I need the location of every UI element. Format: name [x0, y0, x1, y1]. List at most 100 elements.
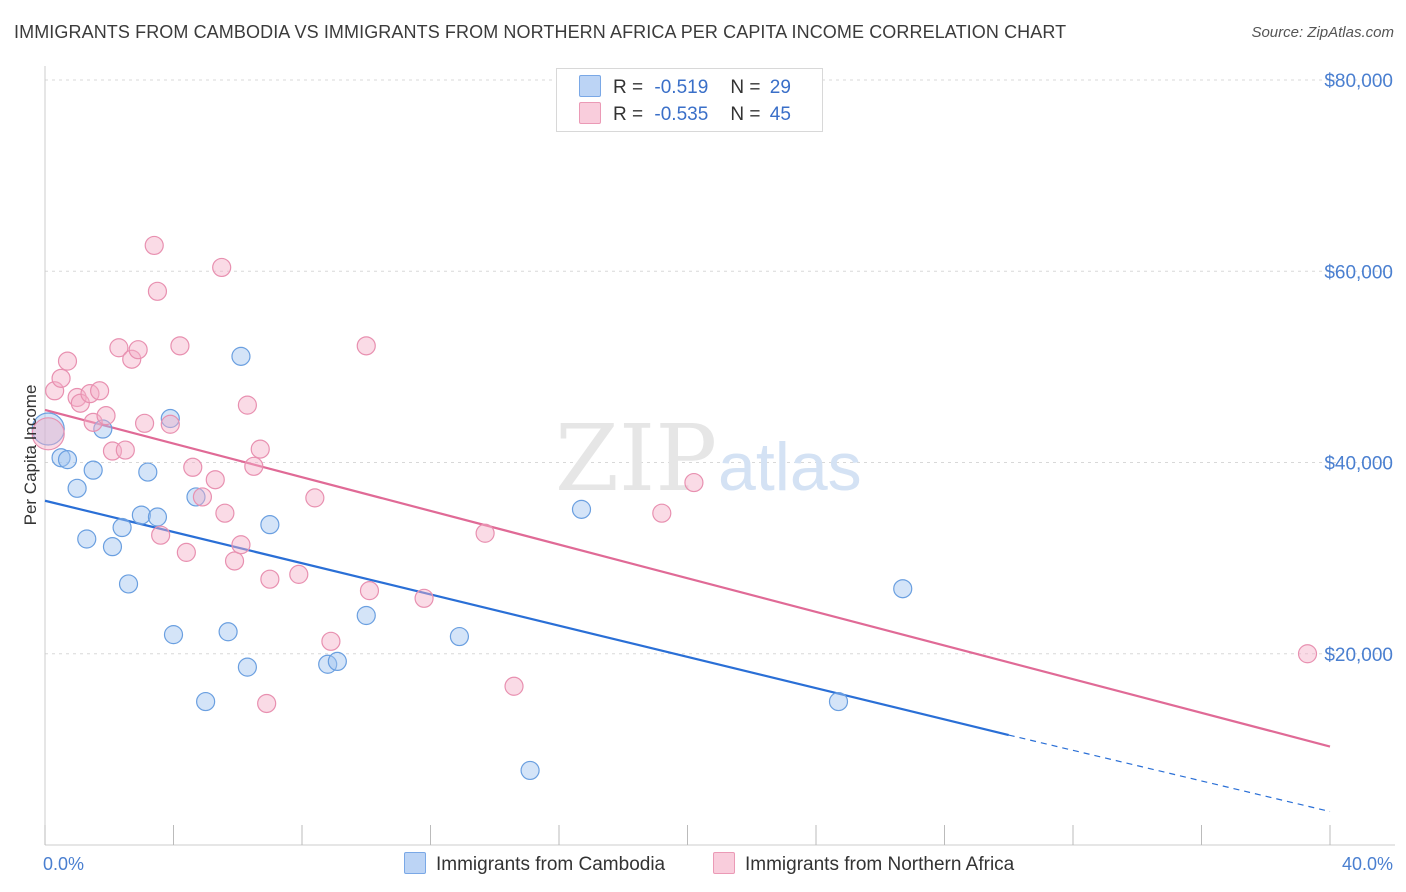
legend-r-label: R =: [613, 77, 644, 98]
legend-n-label: N =: [730, 77, 761, 98]
x-tick-label-1: 40.0%: [1342, 854, 1393, 874]
cambodia-point-26[interactable]: [571, 499, 592, 519]
northern-africa-point-16[interactable]: [144, 235, 164, 256]
northern-africa-point-32[interactable]: [257, 693, 277, 714]
y-axis-label: Per Capita Income: [21, 385, 40, 526]
legend-r-value: -0.519: [654, 77, 709, 98]
cambodia-point-14[interactable]: [163, 625, 184, 645]
cambodia-point-10[interactable]: [131, 505, 151, 525]
cambodia-point-27[interactable]: [828, 691, 849, 712]
cambodia-point-0[interactable]: [31, 412, 65, 446]
northern-africa-point-24[interactable]: [205, 470, 225, 490]
legend-row-cambodia: R = -0.519 N = 29: [579, 75, 791, 99]
northern-africa-point-4[interactable]: [67, 387, 87, 408]
northern-africa-point-40[interactable]: [475, 523, 495, 543]
cambodia-point-18[interactable]: [237, 657, 257, 677]
northern-africa-point-33[interactable]: [260, 569, 280, 589]
chart-source: Source: ZipAtlas.com: [1251, 24, 1394, 41]
northern-africa-point-3[interactable]: [57, 351, 78, 371]
northern-africa-point-1[interactable]: [45, 381, 65, 401]
cambodia-point-24[interactable]: [449, 626, 470, 647]
northern-africa-point-11[interactable]: [109, 338, 129, 358]
northern-africa-point-35[interactable]: [305, 488, 325, 508]
trend-lines: [44, 408, 1331, 813]
cambodia-point-8[interactable]: [112, 517, 132, 538]
cambodia-point-17[interactable]: [218, 622, 238, 642]
cambodia-point-9[interactable]: [118, 574, 139, 594]
legend-n-value: 45: [769, 104, 791, 125]
cambodia-point-7[interactable]: [102, 537, 123, 557]
cambodia-point-5[interactable]: [83, 460, 103, 480]
cambodia-point-19[interactable]: [231, 346, 251, 366]
northern-africa-point-38[interactable]: [359, 581, 380, 601]
axes: [44, 66, 1395, 846]
northern-africa-point-36[interactable]: [321, 631, 341, 651]
northern-africa-point-29[interactable]: [237, 395, 257, 415]
northern-africa-point-22[interactable]: [183, 457, 203, 477]
northern-africa-point-20[interactable]: [170, 336, 190, 356]
legend-swatch-northern-africa: [579, 102, 601, 124]
northern-africa-point-18[interactable]: [151, 525, 171, 545]
y-tick-label-2: $60,000: [1324, 262, 1393, 283]
cambodia-point-2[interactable]: [57, 450, 78, 470]
northern-africa-point-28[interactable]: [231, 535, 251, 555]
chart-title: IMMIGRANTS FROM CAMBODIA VS IMMIGRANTS F…: [14, 22, 1067, 42]
northern-africa-point-30[interactable]: [244, 456, 264, 476]
legend-r-label: R =: [613, 104, 644, 125]
cambodia-point-11[interactable]: [138, 462, 158, 482]
legend-n-label: N =: [730, 104, 761, 125]
series-swatch-northern-africa: [713, 852, 735, 874]
northern-africa-point-9[interactable]: [96, 406, 116, 426]
northern-africa-point-14[interactable]: [128, 340, 148, 360]
cambodia-point-15[interactable]: [186, 487, 206, 507]
northern-africa-point-17[interactable]: [147, 281, 168, 301]
cambodia-point-28[interactable]: [893, 579, 913, 599]
y-tick-label-3: $80,000: [1324, 71, 1393, 92]
series-legend-label: Immigrants from Northern Africa: [745, 854, 1015, 875]
legend-swatch-cambodia: [579, 75, 601, 97]
northern-africa-point-12[interactable]: [115, 440, 135, 460]
cambodia-point-4[interactable]: [77, 529, 97, 549]
northern-africa-point-15[interactable]: [134, 413, 155, 433]
northern-africa-point-13[interactable]: [122, 349, 142, 369]
cambodia-point-23[interactable]: [356, 605, 376, 626]
northern-africa-point-43[interactable]: [684, 472, 704, 493]
northern-africa-point-37[interactable]: [356, 336, 376, 356]
series-legend: Immigrants from Cambodia Immigrants from…: [0, 850, 1406, 880]
northern-africa-point-8[interactable]: [90, 381, 110, 401]
cambodia-point-12[interactable]: [147, 507, 168, 527]
northern-africa-point-25[interactable]: [212, 257, 232, 278]
northern-africa-point-41[interactable]: [504, 676, 524, 696]
northern-africa-point-21[interactable]: [176, 542, 196, 562]
gridlines: [45, 79, 1395, 655]
series-legend-cambodia[interactable]: Immigrants from Cambodia: [404, 852, 665, 876]
cambodia-point-25[interactable]: [520, 760, 540, 781]
northern-africa-point-27[interactable]: [224, 551, 245, 571]
northern-africa-point-39[interactable]: [414, 588, 434, 608]
legend-n-value: 29: [769, 77, 791, 98]
legend-r-value: -0.535: [654, 104, 709, 125]
trend-line-0: [44, 499, 1010, 737]
northern-africa-point-44[interactable]: [1297, 644, 1318, 664]
cambodia-point-22[interactable]: [327, 651, 347, 672]
northern-africa-point-19[interactable]: [160, 414, 180, 434]
northern-africa-point-0[interactable]: [31, 417, 65, 451]
series-swatch-cambodia: [404, 852, 426, 874]
northern-africa-point-2[interactable]: [51, 368, 71, 388]
watermark-atlas: atlas: [718, 429, 862, 505]
cambodia-point-16[interactable]: [196, 691, 216, 712]
watermark-zip: ZIP: [555, 405, 717, 512]
northern-africa-point-34[interactable]: [289, 564, 309, 584]
series-legend-northern-africa[interactable]: Immigrants from Northern Africa: [713, 852, 1014, 876]
northern-africa-point-26[interactable]: [215, 503, 235, 523]
stats-legend: R = -0.519 N = 29 R = -0.535 N = 45: [556, 68, 823, 132]
cambodia-point-20[interactable]: [260, 515, 280, 535]
cambodia-point-13[interactable]: [160, 408, 180, 429]
tick-labels: $20,000 $40,000 $60,000 $80,000 0.0% 40.0%: [43, 71, 1393, 874]
cambodia-point-3[interactable]: [67, 478, 87, 498]
northern-africa-point-42[interactable]: [652, 503, 672, 523]
northern-africa-point-23[interactable]: [192, 487, 213, 507]
northern-africa-point-31[interactable]: [250, 439, 270, 459]
series-legend-label: Immigrants from Cambodia: [436, 854, 666, 875]
